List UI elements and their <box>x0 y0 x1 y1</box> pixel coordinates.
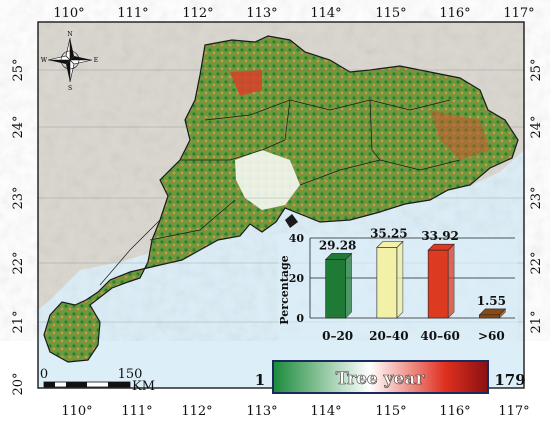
scale-start: 0 <box>40 367 48 382</box>
chart-bar <box>479 314 500 319</box>
lon-tick: 115° <box>375 404 406 419</box>
lon-tick: 115° <box>375 6 406 21</box>
chart-y-tick: 0 <box>296 312 304 325</box>
latitude-ticks-right: 25° 24° 23° 22° 21° <box>529 58 544 333</box>
scale-end: 150 <box>118 367 143 382</box>
island <box>285 214 298 228</box>
west-label: W <box>41 57 48 64</box>
lon-tick: 117° <box>503 6 534 21</box>
lat-tick: 21° <box>529 310 544 333</box>
lat-tick: 22° <box>11 251 26 274</box>
chart-category-label: 0–20 <box>322 329 353 343</box>
lat-tick: 20° <box>11 372 26 395</box>
lon-tick: 113° <box>246 404 277 419</box>
chart-bar <box>427 249 449 319</box>
lat-tick: 23° <box>11 186 26 209</box>
chart-category-label: 20–40 <box>369 329 408 343</box>
legend-title: Tree year <box>336 369 426 389</box>
scale-bar: 0 150 KM <box>40 367 155 394</box>
chart-ylabel: Percentage <box>278 255 291 324</box>
chart-data-label: 1.55 <box>477 294 506 308</box>
lat-tick: 21° <box>11 310 26 333</box>
east-label: E <box>94 57 98 64</box>
lon-tick: 112° <box>181 404 212 419</box>
legend-max: 179 <box>494 371 525 389</box>
lon-tick: 114° <box>310 6 341 21</box>
chart-category-label: >60 <box>478 329 505 343</box>
tree-year-legend: 1 Tree year 179 <box>255 360 526 394</box>
chart-bar <box>325 259 346 319</box>
lon-tick: 112° <box>182 6 213 21</box>
age-class-bar-chart: Percentage 0 20 40 29.28 0–20 35.25 20–40 33.9… <box>278 227 518 350</box>
chart-y-tick: 40 <box>289 232 305 245</box>
chart-y-tick: 20 <box>289 272 305 285</box>
east-old-forest <box>430 110 490 160</box>
lon-tick: 110° <box>61 404 92 419</box>
lon-tick: 116° <box>439 6 470 21</box>
prefecture-boundaries <box>99 99 461 286</box>
lon-tick: 111° <box>121 404 152 419</box>
north-label: N <box>67 31 72 38</box>
south-label: S <box>68 85 72 92</box>
lon-tick: 113° <box>246 6 277 21</box>
lon-tick: 117° <box>498 404 529 419</box>
chart-bar-side <box>396 240 404 319</box>
chart-bars: 29.28 0–20 35.25 20–40 33.92 40–60 1.55 >60 <box>319 227 507 343</box>
longitude-ticks-bottom: 110° 111° 112° 113° 114° 115° 116° 117° <box>61 404 529 419</box>
chart-data-label: 29.28 <box>319 238 357 252</box>
lon-tick: 111° <box>117 6 148 21</box>
chart-bar-side <box>345 252 352 319</box>
lat-tick: 24° <box>529 115 544 138</box>
chart-bar-side <box>447 243 455 319</box>
north-arrow-icon: N S E W <box>41 31 98 92</box>
legend-color-ramp <box>272 360 489 394</box>
lon-tick: 110° <box>53 6 84 21</box>
old-forest-hotspot <box>230 70 262 96</box>
legend-min: 1 <box>255 371 265 389</box>
chart-category-label: 40–60 <box>420 329 459 343</box>
lat-tick: 25° <box>529 58 544 81</box>
scale-unit: KM <box>132 379 155 394</box>
longitude-ticks-top: 110° 111° 112° 113° 114° 115° 116° 117° <box>53 6 534 21</box>
chart-data-label: 35.25 <box>370 227 408 241</box>
latitude-ticks-left: 25° 24° 23° 22° 21° 20° <box>11 58 26 395</box>
lon-tick: 116° <box>439 404 470 419</box>
chart-bar <box>376 247 398 319</box>
lat-tick: 23° <box>529 186 544 209</box>
lat-tick: 24° <box>11 115 26 138</box>
pearl-river-delta <box>235 150 300 210</box>
lat-tick: 25° <box>11 58 26 81</box>
lat-tick: 22° <box>529 251 544 274</box>
lon-tick: 114° <box>310 404 341 419</box>
chart-data-label: 33.92 <box>421 229 459 243</box>
